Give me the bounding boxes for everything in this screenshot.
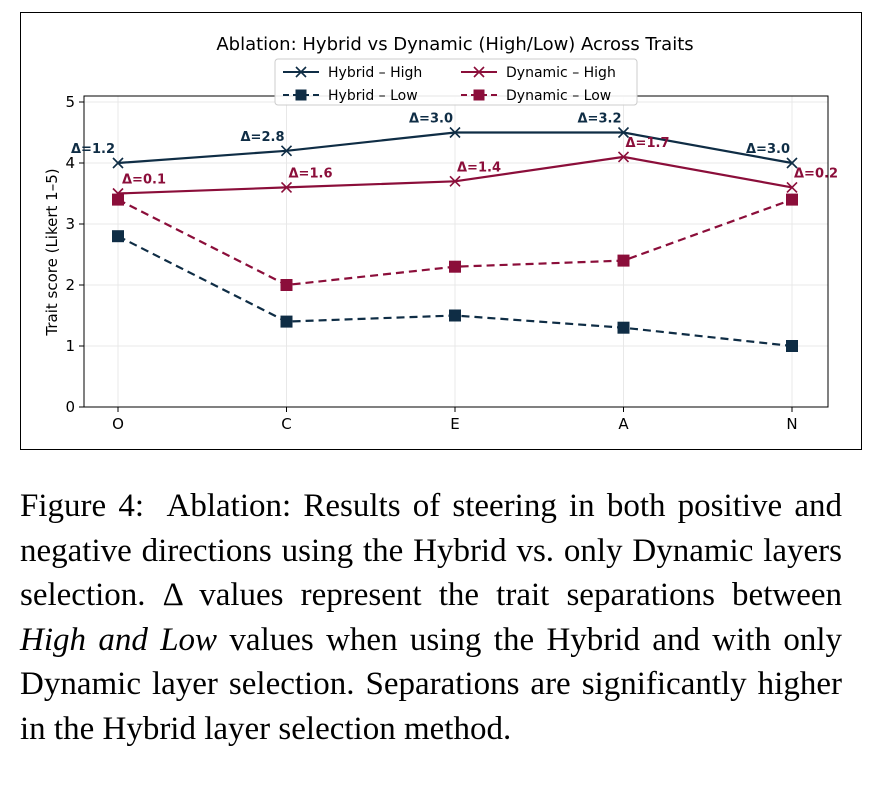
- data-point-x-marker: [112, 157, 124, 169]
- data-point-x-marker: [617, 151, 630, 163]
- delta-label-hybrid: Δ=1.2: [71, 142, 115, 157]
- plot-area-frame: [83, 95, 829, 408]
- y-tick-label: 2: [65, 276, 75, 294]
- caption-emphasis: High and Low: [20, 621, 218, 658]
- data-point-square-marker: [449, 309, 461, 322]
- delta-label-dynamic: Δ=1.7: [626, 136, 670, 151]
- data-point-x-marker: [280, 181, 293, 193]
- data-point-square-marker: [449, 260, 461, 273]
- x-tick-label: A: [618, 415, 629, 433]
- delta-label-hybrid: Δ=3.0: [746, 142, 790, 157]
- legend-box: [274, 58, 638, 106]
- data-point-square-marker: [617, 321, 630, 334]
- data-point-x-marker: [617, 126, 630, 139]
- line-chart: Ablation: Hybrid vs Dynamic (High/Low) A…: [43, 34, 838, 433]
- data-point-x-marker: [280, 145, 293, 157]
- legend-label: Hybrid – Low: [328, 88, 418, 104]
- delta-label-hybrid: Δ=2.8: [241, 130, 285, 145]
- legend-square-marker: [473, 89, 485, 101]
- data-point-square-marker: [617, 254, 630, 267]
- data-point-square-marker: [112, 230, 124, 243]
- legend-square-marker: [295, 89, 307, 101]
- data-point-square-marker: [280, 279, 293, 291]
- legend-label: Dynamic – Low: [506, 88, 611, 104]
- caption-text-after: values when using the Hybrid and with on…: [20, 621, 842, 747]
- delta-annotations: Δ=1.2 Δ=2.8 Δ=3.0 Δ=3.2 Δ=3.0 Δ=0.1 Δ=1.6 Δ=1.4…: [71, 112, 838, 188]
- y-tick-label: 3: [65, 215, 75, 233]
- caption-label: Figure 4:: [20, 488, 144, 524]
- x-tick-label: O: [112, 415, 124, 433]
- delta-label-dynamic: Δ=1.6: [289, 166, 333, 181]
- y-tick-label: 1: [65, 337, 75, 355]
- series-group: [112, 126, 798, 352]
- delta-label-dynamic: Δ=1.4: [457, 160, 501, 175]
- data-point-square-marker: [280, 315, 293, 328]
- data-point-square-marker: [786, 340, 798, 352]
- caption-text-before: Ablation: Results of steering in both po…: [20, 488, 842, 613]
- data-point-x-marker: [449, 175, 461, 187]
- legend-x-marker: [295, 66, 307, 78]
- y-tick-label: 5: [65, 93, 75, 111]
- chart-title: Ablation: Hybrid vs Dynamic (High/Low) A…: [216, 34, 693, 55]
- data-point-x-marker: [449, 126, 461, 139]
- delta-label-dynamic: Δ=0.2: [794, 166, 838, 181]
- legend-x-marker: [473, 66, 485, 78]
- delta-label-hybrid: Δ=3.2: [578, 112, 622, 127]
- data-point-square-marker: [786, 193, 798, 206]
- data-point-square-marker: [112, 193, 124, 206]
- legend: Hybrid – High Dynamic – High Hybrid – Low D…: [274, 58, 638, 106]
- y-axis-label: Trait score (Likert 1–5): [43, 168, 61, 336]
- grid: [84, 96, 828, 408]
- y-tick-label: 4: [65, 154, 75, 172]
- delta-label-dynamic: Δ=0.1: [122, 173, 166, 188]
- legend-label: Dynamic – High: [506, 65, 616, 81]
- figure-caption: Figure 4: Ablation: Results of steering …: [20, 484, 842, 751]
- data-point-x-marker: [786, 157, 798, 169]
- x-tick-label: E: [450, 415, 459, 433]
- legend-label: Hybrid – High: [328, 65, 422, 81]
- x-tick-label: N: [786, 415, 797, 433]
- y-tick-label: 0: [65, 398, 75, 416]
- x-tick-label: C: [281, 415, 291, 433]
- data-point-x-marker: [786, 181, 798, 193]
- axes: 0 1 2 3 4 5 O C E A N: [65, 93, 797, 433]
- delta-label-hybrid: Δ=3.0: [409, 112, 453, 127]
